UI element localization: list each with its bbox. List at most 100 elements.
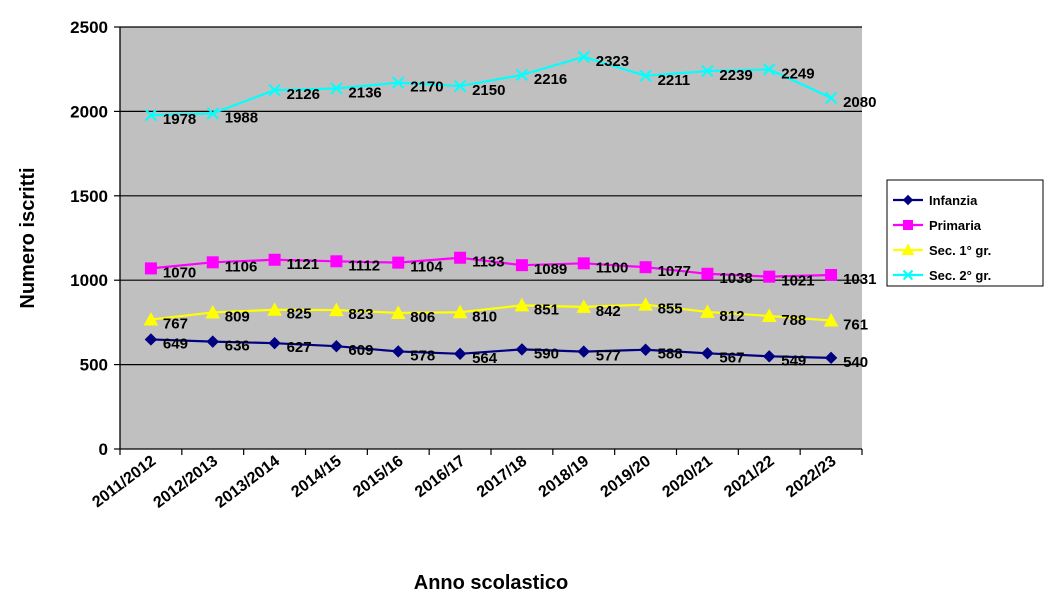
data-point	[515, 343, 529, 356]
data-label: 1133	[472, 254, 505, 271]
data-point	[902, 269, 914, 281]
marker-stroke	[902, 269, 914, 281]
data-point	[268, 253, 281, 266]
data-point	[392, 76, 405, 89]
legend-label: Sec. 1° gr.	[929, 243, 991, 258]
data-point	[454, 251, 467, 264]
data-point	[763, 270, 776, 283]
data-label: 1038	[719, 270, 752, 287]
marker-stroke	[577, 50, 590, 64]
data-label: 564	[472, 350, 498, 367]
data-point	[392, 256, 405, 269]
data-label: 627	[287, 339, 312, 356]
data-label: 851	[534, 301, 559, 318]
data-label: 2249	[781, 65, 814, 82]
legend-label: Infanzia	[929, 193, 978, 208]
data-point	[700, 304, 715, 318]
data-label: 567	[719, 349, 744, 366]
marker-stroke	[206, 107, 219, 120]
data-point	[763, 63, 776, 76]
data-point	[330, 255, 343, 268]
data-label: 2150	[472, 82, 505, 99]
data-label: 1106	[225, 258, 258, 275]
data-point	[268, 83, 281, 97]
data-point	[514, 297, 530, 312]
data-point	[824, 91, 838, 105]
data-label: 1100	[596, 259, 629, 276]
y-tick-label: 1500	[70, 187, 108, 206]
data-point	[577, 50, 590, 64]
data-label: 649	[163, 335, 188, 352]
data-point	[761, 308, 777, 322]
data-point	[453, 347, 467, 361]
marker-stroke	[824, 91, 838, 105]
x-tick-label: 2014/15	[288, 453, 345, 501]
data-point	[144, 333, 158, 346]
data-point	[823, 312, 839, 327]
data-label: 549	[781, 352, 806, 369]
data-label: 636	[225, 338, 250, 355]
data-point	[638, 297, 653, 311]
x-axis-title: Anno scolastico	[414, 572, 568, 594]
data-label: 1121	[287, 256, 320, 273]
data-point	[144, 262, 157, 275]
data-point	[144, 108, 158, 122]
series-lines	[143, 50, 839, 365]
data-label: 578	[410, 347, 435, 364]
data-point	[639, 261, 652, 274]
y-tick-label: 1000	[70, 271, 108, 290]
data-label: 788	[781, 312, 806, 329]
y-tick-label: 2500	[70, 18, 108, 37]
marker-stroke	[515, 68, 529, 82]
data-label: 1077	[658, 263, 691, 280]
data-label: 588	[658, 346, 683, 363]
data-point	[206, 335, 219, 348]
data-label: 806	[410, 309, 435, 326]
y-tick-label: 2000	[70, 102, 108, 121]
data-point	[392, 345, 405, 358]
data-point	[701, 347, 714, 360]
data-labels: 649 636 627 609 578 564 590 577 588 567 549 540 1070…	[163, 53, 877, 371]
data-label: 2170	[410, 79, 443, 96]
data-point	[330, 82, 343, 95]
data-label: 825	[287, 306, 312, 323]
data-point	[515, 259, 528, 272]
data-point	[206, 107, 219, 120]
data-label: 1089	[534, 261, 567, 278]
data-label: 1978	[163, 111, 196, 128]
data-point	[330, 339, 343, 353]
data-label: 1070	[163, 264, 196, 281]
data-point	[824, 351, 838, 365]
plot-area	[120, 27, 862, 449]
data-label: 577	[596, 348, 621, 365]
data-point	[639, 69, 652, 82]
legend: Infanzia Primaria Sec. 1° gr. Sec. 2° gr.	[886, 179, 1044, 287]
data-point	[576, 299, 592, 313]
legend-label: Primaria	[929, 218, 982, 233]
data-point	[453, 79, 467, 93]
marker-stroke	[392, 76, 405, 89]
marker-stroke	[639, 69, 652, 82]
data-label: 761	[843, 317, 868, 334]
data-point	[515, 68, 529, 82]
marker-stroke	[763, 63, 776, 76]
data-point	[903, 220, 913, 230]
data-label: 2216	[534, 71, 567, 88]
data-point	[452, 304, 468, 319]
x-tick-label: 2015/16	[350, 453, 407, 501]
series-line	[150, 303, 832, 322]
data-label: 1112	[348, 257, 380, 274]
marker-stroke	[268, 83, 281, 97]
marker-stroke	[453, 79, 467, 93]
data-point	[329, 302, 344, 317]
data-label: 2239	[719, 67, 752, 84]
data-point	[206, 256, 219, 269]
data-point	[205, 304, 221, 319]
data-label: 842	[596, 303, 621, 320]
series-line	[150, 55, 832, 117]
legend-item: Sec. 1° gr.	[893, 243, 991, 258]
data-label: 812	[719, 308, 744, 325]
y-axis-title: Numero iscritti	[17, 167, 39, 308]
series-line	[150, 338, 832, 359]
